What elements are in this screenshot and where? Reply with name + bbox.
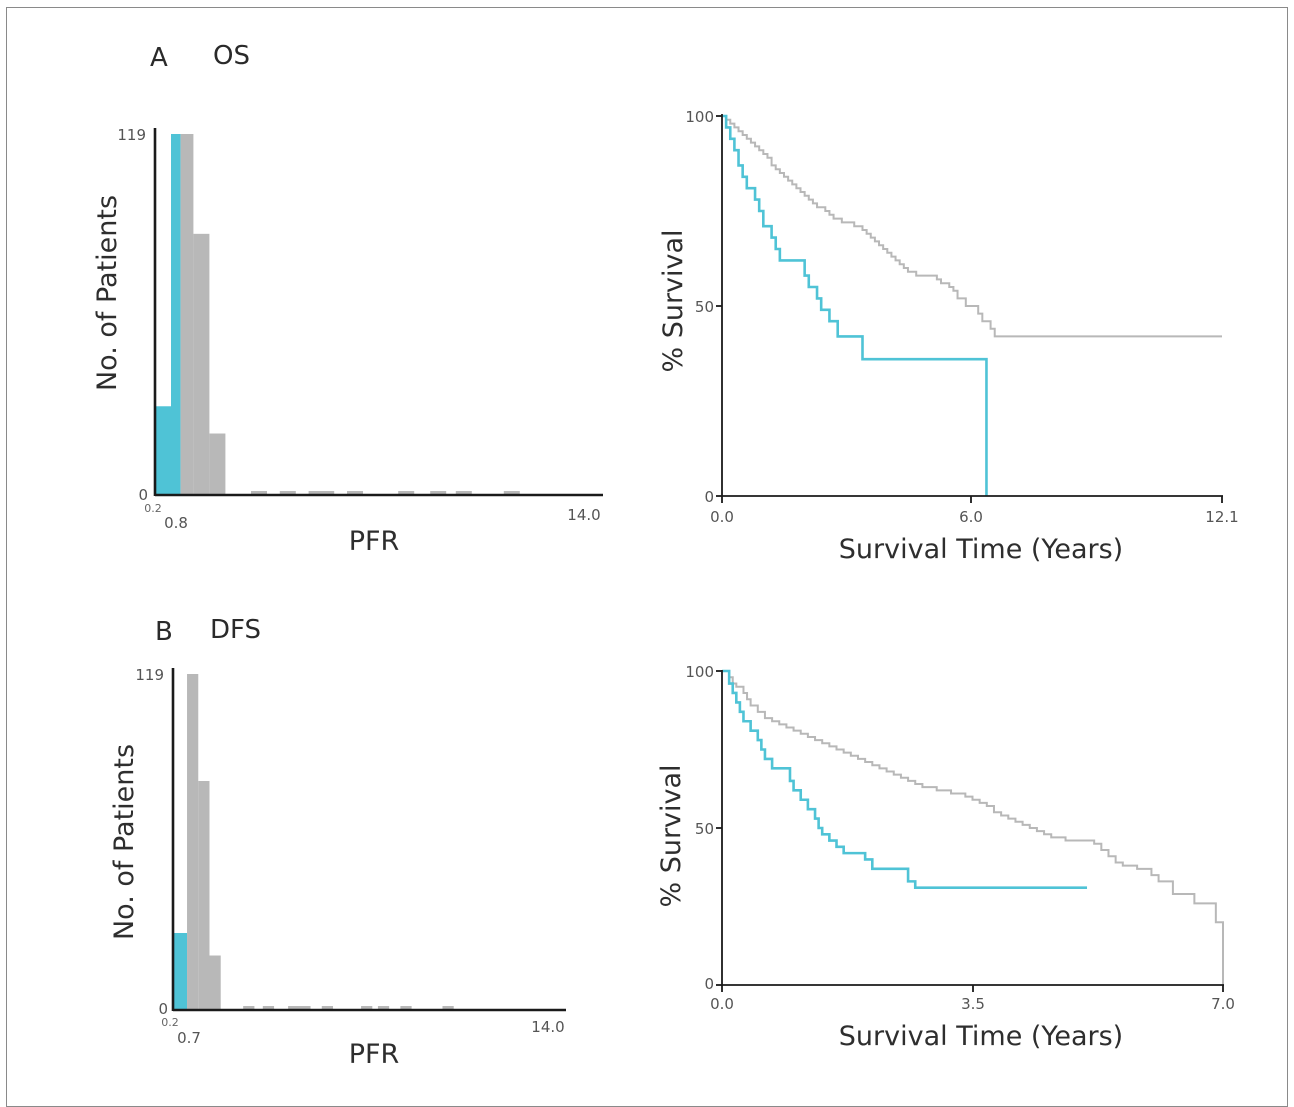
histogram-b-bar-4	[243, 1006, 255, 1009]
histogram-b-bar-8	[361, 1006, 373, 1009]
km-b-curve-low	[722, 670, 1224, 985]
km-a-ylabel: % Survival	[658, 229, 689, 372]
km-a-lines	[722, 114, 1222, 496]
histogram-b-xtick-cutoff: 0.7	[177, 1029, 201, 1047]
histogram-b-bar-2	[198, 780, 210, 1009]
km-a-ytick-0: 0	[704, 488, 714, 506]
histogram-a-bar-3	[193, 233, 210, 494]
histogram-a-ylabel: No. of Patients	[92, 195, 123, 391]
histogram-b-bar-7	[321, 1006, 334, 1009]
histogram-a-bar-1	[171, 134, 181, 494]
histogram-a-bar-12	[503, 490, 520, 494]
histogram-b-ytick-zero: 0	[158, 1000, 168, 1018]
panel-b-title: DFS	[210, 615, 261, 645]
km-b-curve-high	[722, 669, 1088, 889]
histogram-b-xlabel: PFR	[349, 1039, 400, 1070]
histogram-b-xtick-max: 14.0	[531, 1018, 564, 1036]
histogram-b-ytick-max: 119	[135, 666, 164, 684]
histogram-b-bar-1	[187, 674, 199, 1009]
km-a-xtick-mid: 6.0	[959, 508, 983, 526]
histogram-a-bar-7	[308, 491, 335, 494]
histogram-b-bars	[173, 674, 454, 1009]
histogram-b-bar-9	[377, 1006, 390, 1009]
histogram-b-ylabel: No. of Patients	[109, 744, 140, 940]
km-a-xtick-max: 12.1	[1205, 508, 1238, 526]
histogram-a-xtick-min: 0.2	[144, 502, 162, 515]
histogram-b: 119 0 0.2 0.7 14.0 PFR No. of Patients	[109, 666, 566, 1070]
histogram-a-bar-8	[347, 491, 363, 494]
histogram-a-bar-6	[279, 490, 296, 494]
km-a: 100 50 0 0.0 6.0 12.1 Survival Time (Yea…	[658, 108, 1239, 565]
histogram-a-ytick-max: 119	[117, 126, 146, 144]
histogram-a-bar-9	[398, 491, 415, 494]
km-a-xtick-0: 0.0	[710, 508, 734, 526]
km-b-ylabel: % Survival	[656, 764, 687, 907]
histogram-b-xtick-min: 0.2	[161, 1016, 179, 1029]
km-b-xtick-max: 7.0	[1211, 995, 1235, 1013]
km-a-curve-high	[722, 114, 988, 496]
histogram-a-bar-11	[455, 491, 472, 494]
histogram-a-bar-0	[155, 406, 171, 494]
histogram-a: 119 0 0.2 0.8 14.0 PFR No. of Patients	[92, 126, 603, 557]
histogram-a-bars	[155, 134, 520, 494]
histogram-a-bar-10	[430, 490, 447, 494]
histogram-b-bar-0	[173, 932, 188, 1009]
panel-b-letter: B	[155, 617, 173, 647]
histogram-a-xtick-max: 14.0	[567, 506, 600, 524]
km-b-lines	[722, 669, 1224, 985]
histogram-a-ytick-zero: 0	[138, 486, 148, 504]
histogram-b-bar-11	[442, 1006, 454, 1009]
km-a-xlabel: Survival Time (Years)	[839, 534, 1123, 565]
km-b-xtick-mid: 3.5	[961, 995, 985, 1013]
histogram-a-bar-5	[251, 490, 267, 494]
km-a-ytick-50: 50	[695, 298, 714, 316]
km-a-ytick-100: 100	[685, 108, 714, 126]
histogram-a-xlabel: PFR	[349, 526, 400, 557]
histogram-a-bar-2	[180, 134, 194, 494]
panel-a-letter: A	[150, 43, 168, 73]
km-b-ytick-100: 100	[685, 663, 714, 681]
km-b-ytick-0: 0	[704, 975, 714, 993]
panel-a-title: OS	[213, 41, 250, 71]
histogram-a-xtick-cutoff: 0.8	[164, 514, 188, 532]
km-b: 100 50 0 0.0 3.5 7.0 Survival Time (Year…	[656, 663, 1235, 1052]
histogram-b-bar-3	[209, 955, 221, 1009]
histogram-b-bar-6	[288, 1006, 311, 1009]
histogram-b-bar-5	[262, 1006, 275, 1009]
km-b-xtick-0: 0.0	[710, 995, 734, 1013]
histogram-a-bar-4	[209, 433, 226, 494]
histogram-b-bar-10	[400, 1006, 412, 1009]
km-b-ytick-50: 50	[695, 820, 714, 838]
km-b-xlabel: Survival Time (Years)	[839, 1021, 1123, 1052]
km-a-curve-low	[722, 115, 1222, 338]
